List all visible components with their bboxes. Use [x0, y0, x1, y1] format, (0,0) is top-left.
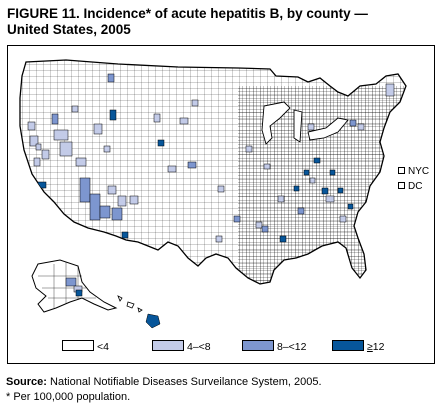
legend-swatch-8to12: [242, 340, 274, 351]
great-lakes: [261, 101, 349, 145]
figure-title-line-1: FIGURE 11. Incidence* of acute hepatitis…: [7, 6, 368, 21]
legend-swatch-lt4: [62, 340, 94, 351]
legend-label-4to8: 4–<8: [187, 341, 211, 353]
map-legend: <4 4–<8 8–<12 ≥12: [62, 340, 402, 354]
legend-swatch-4to8: [152, 340, 184, 351]
conus-region: [19, 59, 407, 285]
legend-label-8to12: 8–<12: [277, 341, 307, 353]
legend-label-ge12: 12: [372, 341, 385, 353]
counties-4-8: [27, 83, 395, 243]
map-frame: NYC DC: [7, 45, 435, 364]
legend-label-lt4: <4: [97, 341, 109, 353]
alaska-inset: [31, 259, 118, 313]
nyc-inset: NYC: [398, 166, 429, 177]
counties-8-12: [51, 73, 357, 233]
source-label: Source:: [6, 376, 47, 388]
counties-ge-12: [37, 109, 354, 243]
legend-item-4to8: 4–<8: [152, 340, 211, 354]
legend-swatch-ge12: [332, 340, 364, 351]
dc-label: DC: [408, 181, 423, 192]
footnote: * Per 100,000 population.: [6, 391, 131, 403]
legend-item-8to12: 8–<12: [242, 340, 307, 354]
legend-label-ge12-prefix: ≥: [367, 341, 373, 353]
nyc-swatch: [398, 167, 405, 174]
source-text: National Notifiable Diseases Surveilance…: [46, 376, 322, 388]
figure-title: FIGURE 11. Incidence* of acute hepatitis…: [7, 6, 437, 38]
nyc-label: NYC: [408, 166, 430, 177]
legend-item-lt4: <4: [62, 340, 109, 354]
legend-item-ge12: ≥12: [332, 340, 384, 354]
hawaii-inset: [117, 295, 161, 329]
figure-title-line-2: United States, 2005: [7, 22, 131, 37]
dc-inset: DC: [398, 181, 422, 192]
source-note: Source: National Notifiable Diseases Sur…: [6, 376, 322, 389]
county-map: [19, 59, 407, 329]
dc-swatch: [398, 182, 405, 189]
